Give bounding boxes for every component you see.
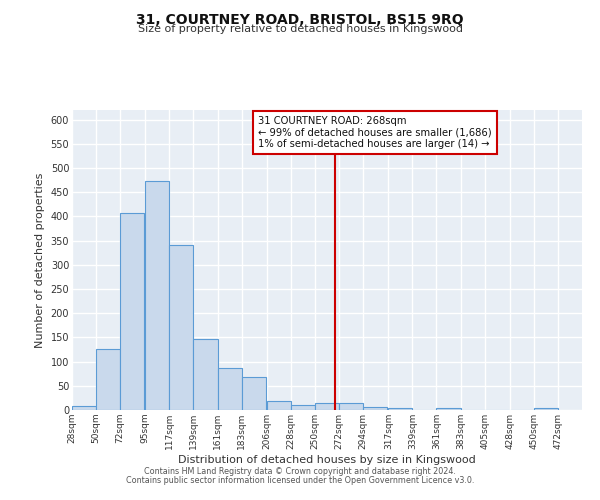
Text: Size of property relative to detached houses in Kingswood: Size of property relative to detached ho…	[137, 24, 463, 34]
Text: 31 COURTNEY ROAD: 268sqm
← 99% of detached houses are smaller (1,686)
1% of semi: 31 COURTNEY ROAD: 268sqm ← 99% of detach…	[258, 116, 492, 149]
Bar	[218, 368, 242, 410]
Bar	[145, 180, 169, 410]
Bar	[363, 407, 387, 410]
Bar	[291, 404, 315, 410]
Bar	[436, 408, 461, 410]
Text: Contains public sector information licensed under the Open Government Licence v3: Contains public sector information licen…	[126, 476, 474, 485]
Bar	[534, 408, 558, 410]
Bar	[242, 377, 266, 410]
Bar	[388, 408, 412, 410]
Text: Contains HM Land Registry data © Crown copyright and database right 2024.: Contains HM Land Registry data © Crown c…	[144, 467, 456, 476]
Bar	[96, 348, 120, 410]
Bar	[339, 402, 363, 410]
Bar	[315, 403, 339, 410]
Bar	[267, 402, 291, 410]
Y-axis label: Number of detached properties: Number of detached properties	[35, 172, 45, 348]
Text: 31, COURTNEY ROAD, BRISTOL, BS15 9RQ: 31, COURTNEY ROAD, BRISTOL, BS15 9RQ	[136, 12, 464, 26]
Bar	[72, 406, 96, 410]
Bar	[169, 246, 193, 410]
X-axis label: Distribution of detached houses by size in Kingswood: Distribution of detached houses by size …	[178, 454, 476, 464]
Bar	[193, 340, 218, 410]
Bar	[120, 213, 144, 410]
